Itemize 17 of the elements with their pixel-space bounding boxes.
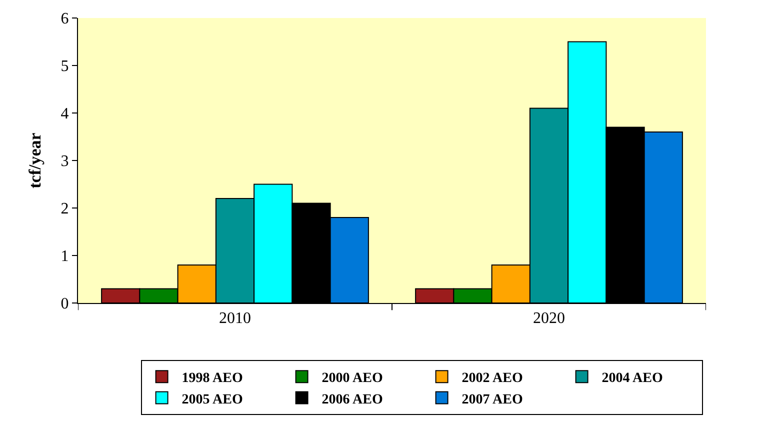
y-axis-title: tcf/year — [25, 132, 44, 188]
y-tick-label: 6 — [60, 10, 69, 28]
legend-label: 2000 AEO — [322, 371, 383, 386]
legend-label: 1998 AEO — [182, 371, 243, 386]
y-tick-label: 2 — [60, 200, 69, 218]
y-tick-label: 5 — [60, 58, 69, 76]
legend-label: 2004 AEO — [602, 371, 663, 386]
x-tick-label: 2010 — [219, 310, 251, 328]
y-tick-label: 1 — [60, 248, 69, 266]
y-tick-label: 3 — [60, 153, 69, 170]
y-tick-label: 4 — [60, 106, 69, 123]
legend-label: 2002 AEO — [462, 371, 523, 386]
y-tick-label: 0 — [60, 296, 69, 313]
legend-label: 2005 AEO — [182, 392, 243, 408]
legend-label: 2007 AEO — [462, 392, 523, 408]
legend-label: 2006 AEO — [322, 392, 383, 408]
x-tick-label: 2020 — [533, 310, 565, 328]
